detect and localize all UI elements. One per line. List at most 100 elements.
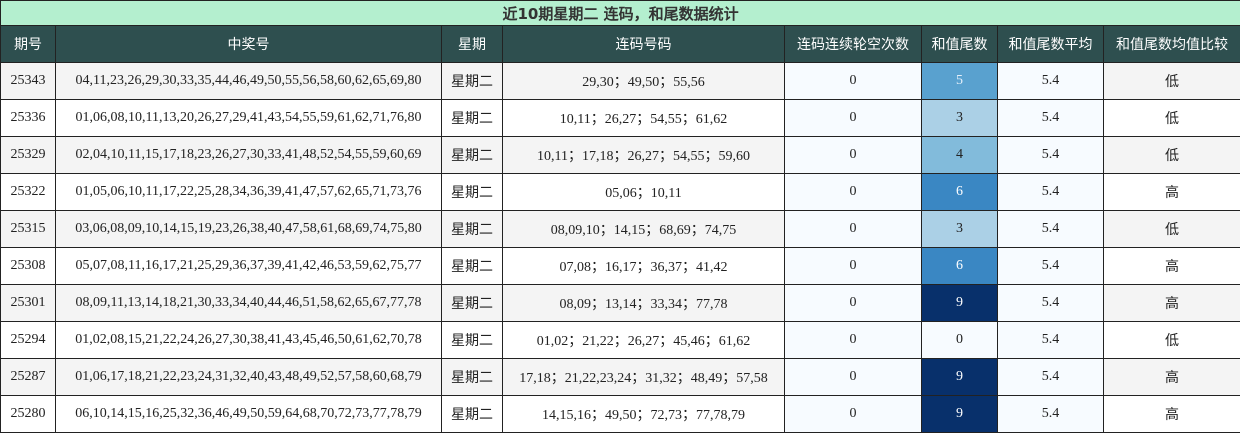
consecutive-cell: 07,08；16,17；36,37；41,42 bbox=[502, 247, 785, 285]
table-title: 近10期星期二 连码，和尾数据统计 bbox=[0, 0, 1240, 26]
miss-cell: 0 bbox=[784, 321, 922, 359]
compare-cell: 高 bbox=[1102, 395, 1240, 433]
header-tail: 和值尾数 bbox=[921, 25, 998, 63]
miss-cell: 0 bbox=[784, 284, 922, 322]
avg-cell: 5.4 bbox=[997, 62, 1104, 100]
compare-cell: 高 bbox=[1102, 173, 1240, 211]
weekday-cell: 星期二 bbox=[441, 284, 503, 322]
header-weekday: 星期 bbox=[441, 25, 503, 63]
weekday-cell: 星期二 bbox=[441, 99, 503, 137]
consecutive-cell: 10,11；17,18；26,27；54,55；59,60 bbox=[502, 136, 785, 174]
table-row: 25280 06,10,14,15,16,25,32,36,46,49,50,59… bbox=[0, 395, 1240, 433]
issue-cell: 25287 bbox=[0, 358, 56, 396]
numbers-cell: 06,10,14,15,16,25,32,36,46,49,50,59,64,6… bbox=[55, 395, 442, 433]
header-issue: 期号 bbox=[0, 25, 56, 63]
tail-cell: 6 bbox=[921, 173, 998, 211]
weekday-cell: 星期二 bbox=[441, 321, 503, 359]
header-compare: 和值尾数均值比较 bbox=[1102, 25, 1240, 63]
issue-cell: 25301 bbox=[0, 284, 56, 322]
weekday-cell: 星期二 bbox=[441, 395, 503, 433]
weekday-cell: 星期二 bbox=[441, 136, 503, 174]
issue-cell: 25280 bbox=[0, 395, 56, 433]
avg-cell: 5.4 bbox=[997, 173, 1104, 211]
weekday-cell: 星期二 bbox=[441, 62, 503, 100]
numbers-cell: 04,11,23,26,29,30,33,35,44,46,49,50,55,5… bbox=[55, 62, 442, 100]
compare-cell: 高 bbox=[1102, 284, 1240, 322]
header-consecutive: 连码号码 bbox=[502, 25, 785, 63]
tail-cell: 9 bbox=[921, 358, 998, 396]
numbers-cell: 01,06,17,18,21,22,23,24,31,32,40,43,48,4… bbox=[55, 358, 442, 396]
table-row: 25336 01,06,08,10,11,13,20,26,27,29,41,43… bbox=[0, 99, 1240, 137]
tail-cell: 5 bbox=[921, 62, 998, 100]
consecutive-cell: 29,30；49,50；55,56 bbox=[502, 62, 785, 100]
compare-cell: 低 bbox=[1102, 210, 1240, 248]
issue-cell: 25308 bbox=[0, 247, 56, 285]
miss-cell: 0 bbox=[784, 358, 922, 396]
tail-cell: 0 bbox=[921, 321, 998, 359]
issue-cell: 25329 bbox=[0, 136, 56, 174]
numbers-cell: 02,04,10,11,15,17,18,23,26,27,30,33,41,4… bbox=[55, 136, 442, 174]
table-row: 25329 02,04,10,11,15,17,18,23,26,27,30,33… bbox=[0, 136, 1240, 174]
numbers-cell: 01,02,08,15,21,22,24,26,27,30,38,41,43,4… bbox=[55, 321, 442, 359]
table-row: 25301 08,09,11,13,14,18,21,30,33,34,40,44… bbox=[0, 284, 1240, 322]
numbers-cell: 08,09,11,13,14,18,21,30,33,34,40,44,46,5… bbox=[55, 284, 442, 322]
header-numbers: 中奖号 bbox=[55, 25, 442, 63]
compare-cell: 低 bbox=[1102, 99, 1240, 137]
header-avg: 和值尾数平均 bbox=[997, 25, 1104, 63]
consecutive-cell: 14,15,16；49,50；72,73；77,78,79 bbox=[502, 395, 785, 433]
table-row: 25315 03,06,08,09,10,14,15,19,23,26,38,40… bbox=[0, 210, 1240, 248]
miss-cell: 0 bbox=[784, 247, 922, 285]
consecutive-cell: 05,06；10,11 bbox=[502, 173, 785, 211]
weekday-cell: 星期二 bbox=[441, 247, 503, 285]
tail-cell: 4 bbox=[921, 136, 998, 174]
weekday-cell: 星期二 bbox=[441, 210, 503, 248]
table-row: 25294 01,02,08,15,21,22,24,26,27,30,38,41… bbox=[0, 321, 1240, 359]
table-row: 25322 01,05,06,10,11,17,22,25,28,34,36,39… bbox=[0, 173, 1240, 211]
compare-cell: 高 bbox=[1102, 358, 1240, 396]
issue-cell: 25322 bbox=[0, 173, 56, 211]
avg-cell: 5.4 bbox=[997, 247, 1104, 285]
compare-cell: 高 bbox=[1102, 247, 1240, 285]
avg-cell: 5.4 bbox=[997, 99, 1104, 137]
tail-cell: 9 bbox=[921, 284, 998, 322]
miss-cell: 0 bbox=[784, 173, 922, 211]
numbers-cell: 05,07,08,11,16,17,21,25,29,36,37,39,41,4… bbox=[55, 247, 442, 285]
header-row: 期号 中奖号 星期 连码号码 连码连续轮空次数 和值尾数 和值尾数平均 和值尾数… bbox=[0, 25, 1240, 63]
avg-cell: 5.4 bbox=[997, 395, 1104, 433]
tail-cell: 9 bbox=[921, 395, 998, 433]
miss-cell: 0 bbox=[784, 395, 922, 433]
tail-cell: 3 bbox=[921, 99, 998, 137]
table-row: 25308 05,07,08,11,16,17,21,25,29,36,37,39… bbox=[0, 247, 1240, 285]
compare-cell: 低 bbox=[1102, 136, 1240, 174]
numbers-cell: 03,06,08,09,10,14,15,19,23,26,38,40,47,5… bbox=[55, 210, 442, 248]
tail-cell: 3 bbox=[921, 210, 998, 248]
consecutive-cell: 01,02；21,22；26,27；45,46；61,62 bbox=[502, 321, 785, 359]
issue-cell: 25315 bbox=[0, 210, 56, 248]
miss-cell: 0 bbox=[784, 62, 922, 100]
avg-cell: 5.4 bbox=[997, 358, 1104, 396]
weekday-cell: 星期二 bbox=[441, 173, 503, 211]
avg-cell: 5.4 bbox=[997, 136, 1104, 174]
weekday-cell: 星期二 bbox=[441, 358, 503, 396]
table-row: 25343 04,11,23,26,29,30,33,35,44,46,49,50… bbox=[0, 62, 1240, 100]
consecutive-cell: 10,11；26,27；54,55；61,62 bbox=[502, 99, 785, 137]
tail-cell: 6 bbox=[921, 247, 998, 285]
avg-cell: 5.4 bbox=[997, 284, 1104, 322]
miss-cell: 0 bbox=[784, 210, 922, 248]
consecutive-cell: 17,18；21,22,23,24；31,32；48,49；57,58 bbox=[502, 358, 785, 396]
avg-cell: 5.4 bbox=[997, 210, 1104, 248]
miss-cell: 0 bbox=[784, 136, 922, 174]
header-miss: 连码连续轮空次数 bbox=[784, 25, 922, 63]
numbers-cell: 01,05,06,10,11,17,22,25,28,34,36,39,41,4… bbox=[55, 173, 442, 211]
consecutive-cell: 08,09,10；14,15；68,69；74,75 bbox=[502, 210, 785, 248]
compare-cell: 低 bbox=[1102, 62, 1240, 100]
table-row: 25287 01,06,17,18,21,22,23,24,31,32,40,43… bbox=[0, 358, 1240, 396]
miss-cell: 0 bbox=[784, 99, 922, 137]
issue-cell: 25294 bbox=[0, 321, 56, 359]
issue-cell: 25343 bbox=[0, 62, 56, 100]
avg-cell: 5.4 bbox=[997, 321, 1104, 359]
issue-cell: 25336 bbox=[0, 99, 56, 137]
numbers-cell: 01,06,08,10,11,13,20,26,27,29,41,43,54,5… bbox=[55, 99, 442, 137]
compare-cell: 低 bbox=[1102, 321, 1240, 359]
